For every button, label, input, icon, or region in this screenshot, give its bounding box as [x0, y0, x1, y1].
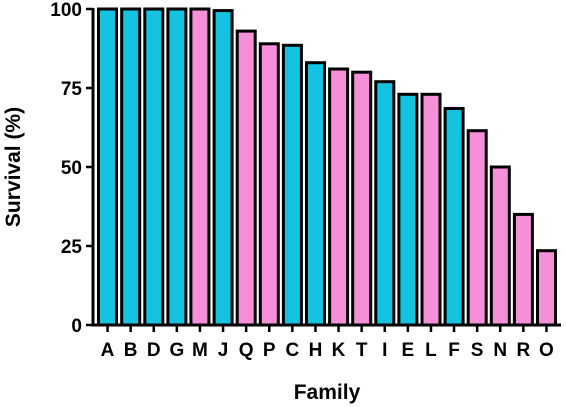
x-tick-label-P: P	[263, 340, 276, 361]
x-tick-label-O: O	[539, 340, 554, 361]
x-tick-label-H: H	[309, 340, 323, 361]
bar-E	[397, 92, 419, 327]
y-tick-label-75: 75	[61, 79, 83, 100]
x-tick-label-J: J	[218, 340, 229, 361]
x-tick-label-T: T	[356, 340, 368, 361]
x-tick-label-N: N	[493, 340, 507, 361]
bar-I	[374, 80, 396, 327]
bar-R	[512, 212, 534, 327]
y-axis-title: Survival (%)	[2, 107, 25, 227]
bar-M	[189, 7, 211, 327]
x-tick-label-Q: Q	[239, 340, 254, 361]
x-tick-label-C: C	[285, 340, 299, 361]
bar-Q	[235, 29, 257, 327]
x-tick-label-I: I	[382, 340, 387, 361]
x-tick-label-K: K	[332, 340, 346, 361]
x-tick-label-B: B	[124, 340, 138, 361]
x-tick-label-F: F	[448, 340, 460, 361]
bar-O	[536, 249, 557, 327]
x-tick-label-G: G	[169, 340, 184, 361]
bar-D	[143, 7, 165, 327]
x-tick-label-L: L	[425, 340, 437, 361]
x-tick-label-E: E	[402, 340, 415, 361]
y-axis: 0 25 50 75 100	[50, 0, 95, 337]
y-tick-label-25: 25	[61, 237, 83, 258]
bar-S	[466, 129, 488, 327]
bar-P	[258, 42, 280, 327]
bar-C	[281, 43, 303, 327]
x-tick-label-M: M	[192, 340, 208, 361]
y-tick-label-50: 50	[61, 158, 82, 179]
x-axis-title: Family	[294, 381, 361, 404]
bar-A	[97, 7, 118, 327]
bar-J	[212, 9, 234, 327]
bars-group	[97, 7, 557, 327]
bar-F	[443, 107, 465, 327]
x-tick-label-R: R	[516, 340, 530, 361]
bar-H	[305, 61, 326, 327]
bar-B	[120, 7, 142, 327]
bar-L	[420, 92, 442, 327]
bar-T	[351, 70, 373, 327]
x-tick-label-A: A	[101, 340, 115, 361]
x-tick-label-S: S	[471, 340, 484, 361]
bar-N	[489, 165, 511, 327]
y-tick-label-0: 0	[71, 316, 82, 337]
bar-K	[328, 67, 350, 327]
bar-G	[166, 7, 188, 327]
x-tick-label-D: D	[147, 340, 161, 361]
y-tick-label-100: 100	[50, 0, 82, 21]
